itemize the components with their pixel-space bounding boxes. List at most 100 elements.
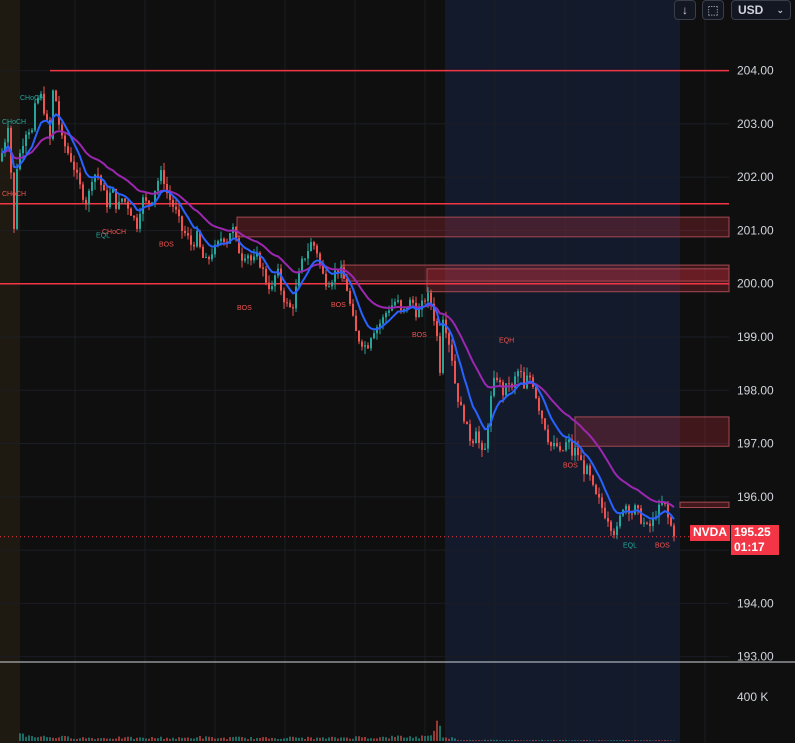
candle-body xyxy=(379,323,381,328)
candle-body xyxy=(163,170,165,185)
volume-bar xyxy=(604,740,606,741)
candle-body xyxy=(250,255,252,261)
volume-bar xyxy=(157,738,159,741)
last-price-label: 195.25 xyxy=(731,525,779,540)
candle-body xyxy=(238,238,240,254)
volume-bar xyxy=(262,737,264,741)
volume-bar xyxy=(181,737,183,741)
structure-label: CHoCH xyxy=(102,229,126,236)
volume-bar xyxy=(343,737,345,741)
candle-body xyxy=(130,208,132,216)
volume-bar xyxy=(640,740,642,741)
volume-bar xyxy=(223,737,225,741)
volume-bar xyxy=(169,738,171,741)
volume-bar xyxy=(487,740,489,741)
candle-body xyxy=(292,307,294,309)
volume-bar xyxy=(238,736,240,741)
structure-label: EQL xyxy=(96,232,110,239)
scroll-to-latest-button[interactable]: ↓ xyxy=(674,0,696,20)
volume-bar xyxy=(127,736,129,741)
volume-bar xyxy=(439,725,441,741)
candle-body xyxy=(205,256,207,258)
structure-label: BOS xyxy=(563,463,578,470)
reset-chart-button[interactable]: ⬚ xyxy=(702,0,724,20)
volume-bar xyxy=(655,740,657,741)
candle-body xyxy=(658,504,660,517)
volume-bar xyxy=(91,738,93,741)
candle-body xyxy=(151,202,153,204)
candle-body xyxy=(484,448,486,450)
arrow-down-icon: ↓ xyxy=(682,3,688,17)
candle-body xyxy=(376,327,378,334)
volume-bar xyxy=(178,737,180,741)
structure-label: CHoCH xyxy=(2,119,26,126)
volume-bar xyxy=(109,738,111,741)
volume-bar xyxy=(46,737,48,741)
volume-bar xyxy=(469,739,471,741)
candle-body xyxy=(139,213,141,229)
candle-body xyxy=(502,382,504,396)
volume-bar xyxy=(388,738,390,741)
volume-bar xyxy=(490,739,492,741)
candle-body xyxy=(283,290,285,303)
volume-bar xyxy=(103,738,105,741)
volume-bar xyxy=(25,736,27,741)
candle-body xyxy=(328,286,330,288)
volume-bar xyxy=(307,736,309,741)
volume-bar xyxy=(460,740,462,741)
volume-bar xyxy=(79,738,81,741)
candle-body xyxy=(196,231,198,247)
candle-body xyxy=(613,530,615,536)
volume-bar xyxy=(334,737,336,741)
candle-body xyxy=(589,465,591,476)
candle-body xyxy=(664,503,666,505)
candle-body xyxy=(229,233,231,244)
currency-select[interactable]: USD ⌄ xyxy=(731,0,791,20)
volume-bar xyxy=(628,740,630,741)
volume-bar xyxy=(241,737,243,741)
candle-body xyxy=(127,201,129,209)
volume-bar xyxy=(298,737,300,741)
volume-bar xyxy=(154,738,156,741)
volume-bar xyxy=(622,740,624,741)
volume-bar xyxy=(544,740,546,741)
volume-bar xyxy=(367,738,369,741)
candle-body xyxy=(625,505,627,510)
volume-bar xyxy=(256,737,258,741)
candle-body xyxy=(85,199,87,205)
candle-body xyxy=(670,517,672,526)
candle-body xyxy=(586,465,588,475)
candle-body xyxy=(274,275,276,287)
candle-body xyxy=(106,190,108,208)
volume-bar xyxy=(400,735,402,741)
volume-bar xyxy=(172,737,174,741)
volume-bar xyxy=(286,738,288,741)
volume-bar xyxy=(403,737,405,741)
candle-body xyxy=(169,193,171,200)
candle-body xyxy=(571,439,573,456)
volume-bar xyxy=(649,740,651,741)
volume-bar xyxy=(139,737,141,741)
volume-bar xyxy=(373,738,375,741)
candle-body xyxy=(259,252,261,268)
volume-bar xyxy=(106,738,108,741)
volume-bar xyxy=(289,736,291,741)
volume-bar xyxy=(634,740,636,741)
volume-bar xyxy=(184,737,186,741)
y-tick-label: 201.00 xyxy=(737,223,774,237)
candle-body xyxy=(583,460,585,475)
volume-bar xyxy=(463,740,465,741)
candle-body xyxy=(457,383,459,402)
candle-body xyxy=(325,273,327,287)
candle-body xyxy=(370,338,372,349)
volume-bar xyxy=(493,739,495,741)
candle-body xyxy=(547,429,549,443)
volume-bar xyxy=(244,737,246,741)
structure-label: EQH xyxy=(499,337,514,344)
candle-body xyxy=(298,271,300,287)
volume-bar xyxy=(340,737,342,741)
candle-body xyxy=(271,286,273,290)
candle-body xyxy=(241,253,243,261)
candle-body xyxy=(520,371,522,373)
